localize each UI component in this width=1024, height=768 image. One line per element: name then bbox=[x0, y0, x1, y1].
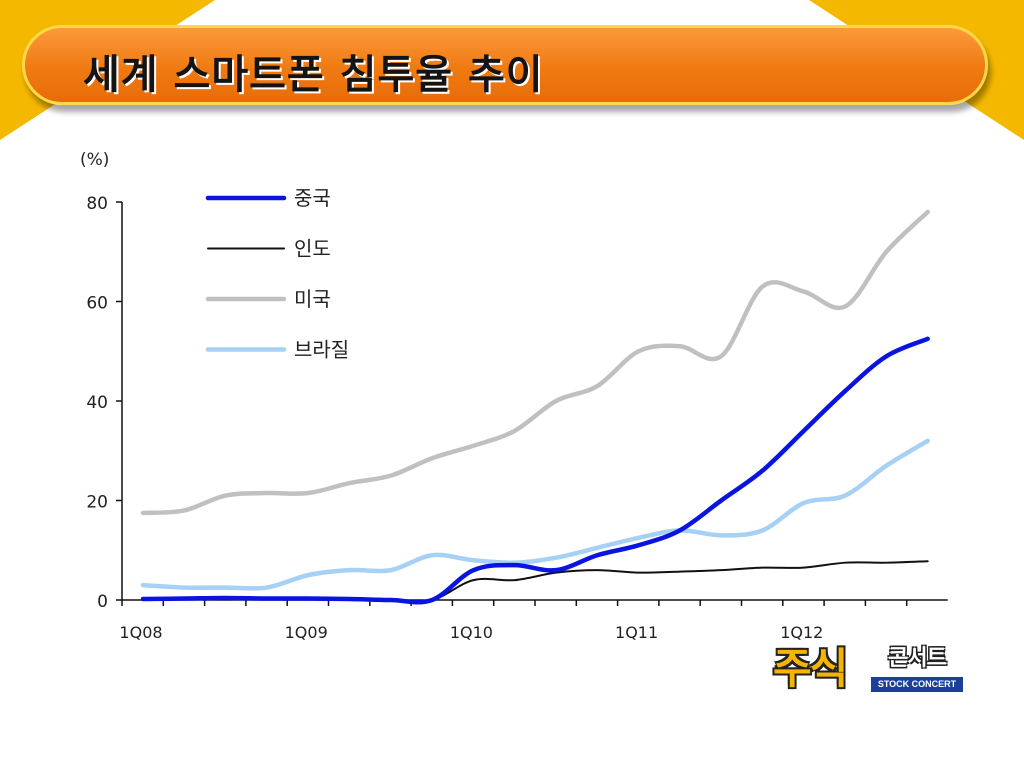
slide-title: 세계 스마트폰 침투율 추이 bbox=[83, 52, 544, 98]
logo-sub-text: STOCK CONCERT bbox=[871, 677, 963, 692]
logo-main-text: 주식 bbox=[773, 644, 848, 693]
x-tick-label: 1Q09 bbox=[285, 623, 328, 642]
stock-concert-logo: 주식 콘서트 STOCK CONCERT bbox=[773, 644, 965, 694]
y-tick-label: 80 bbox=[86, 194, 108, 214]
x-tick-label: 1Q11 bbox=[615, 623, 658, 642]
y-tick-label: 0 bbox=[97, 592, 108, 612]
chart-plot-area bbox=[140, 209, 930, 605]
series-line-3 bbox=[140, 209, 930, 516]
x-tick-label: 1Q08 bbox=[119, 623, 162, 642]
x-tick-label: 1Q12 bbox=[780, 623, 823, 642]
y-tick-label: 20 bbox=[86, 493, 108, 513]
legend-label: 중국 bbox=[294, 186, 331, 210]
title-banner: 세계 스마트폰 침투율 추이 bbox=[22, 25, 988, 105]
x-tick-label: 1Q10 bbox=[450, 623, 493, 642]
y-tick-label: 40 bbox=[86, 393, 108, 413]
logo-side-text: 콘서트 bbox=[888, 646, 947, 671]
legend-label: 브라질 bbox=[294, 338, 349, 362]
legend-label: 미국 bbox=[294, 287, 331, 311]
y-axis-unit-label: (%) bbox=[80, 150, 109, 170]
chart-axes: (%) 0 20 40 60 80 1Q08 1Q09 1Q10 1Q11 1Q12 bbox=[80, 150, 948, 642]
legend-label: 인도 bbox=[294, 237, 331, 261]
series-line-1 bbox=[140, 336, 930, 605]
series-line-4 bbox=[140, 438, 930, 591]
y-tick-label: 60 bbox=[86, 294, 108, 314]
